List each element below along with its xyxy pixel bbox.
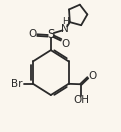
Text: S: S (47, 29, 54, 41)
Text: O: O (88, 71, 96, 81)
Text: OH: OH (73, 95, 89, 105)
Text: N: N (61, 24, 69, 34)
Text: H: H (62, 17, 69, 26)
Text: O: O (28, 29, 36, 39)
Text: O: O (61, 39, 69, 49)
Text: Br: Br (11, 79, 23, 89)
